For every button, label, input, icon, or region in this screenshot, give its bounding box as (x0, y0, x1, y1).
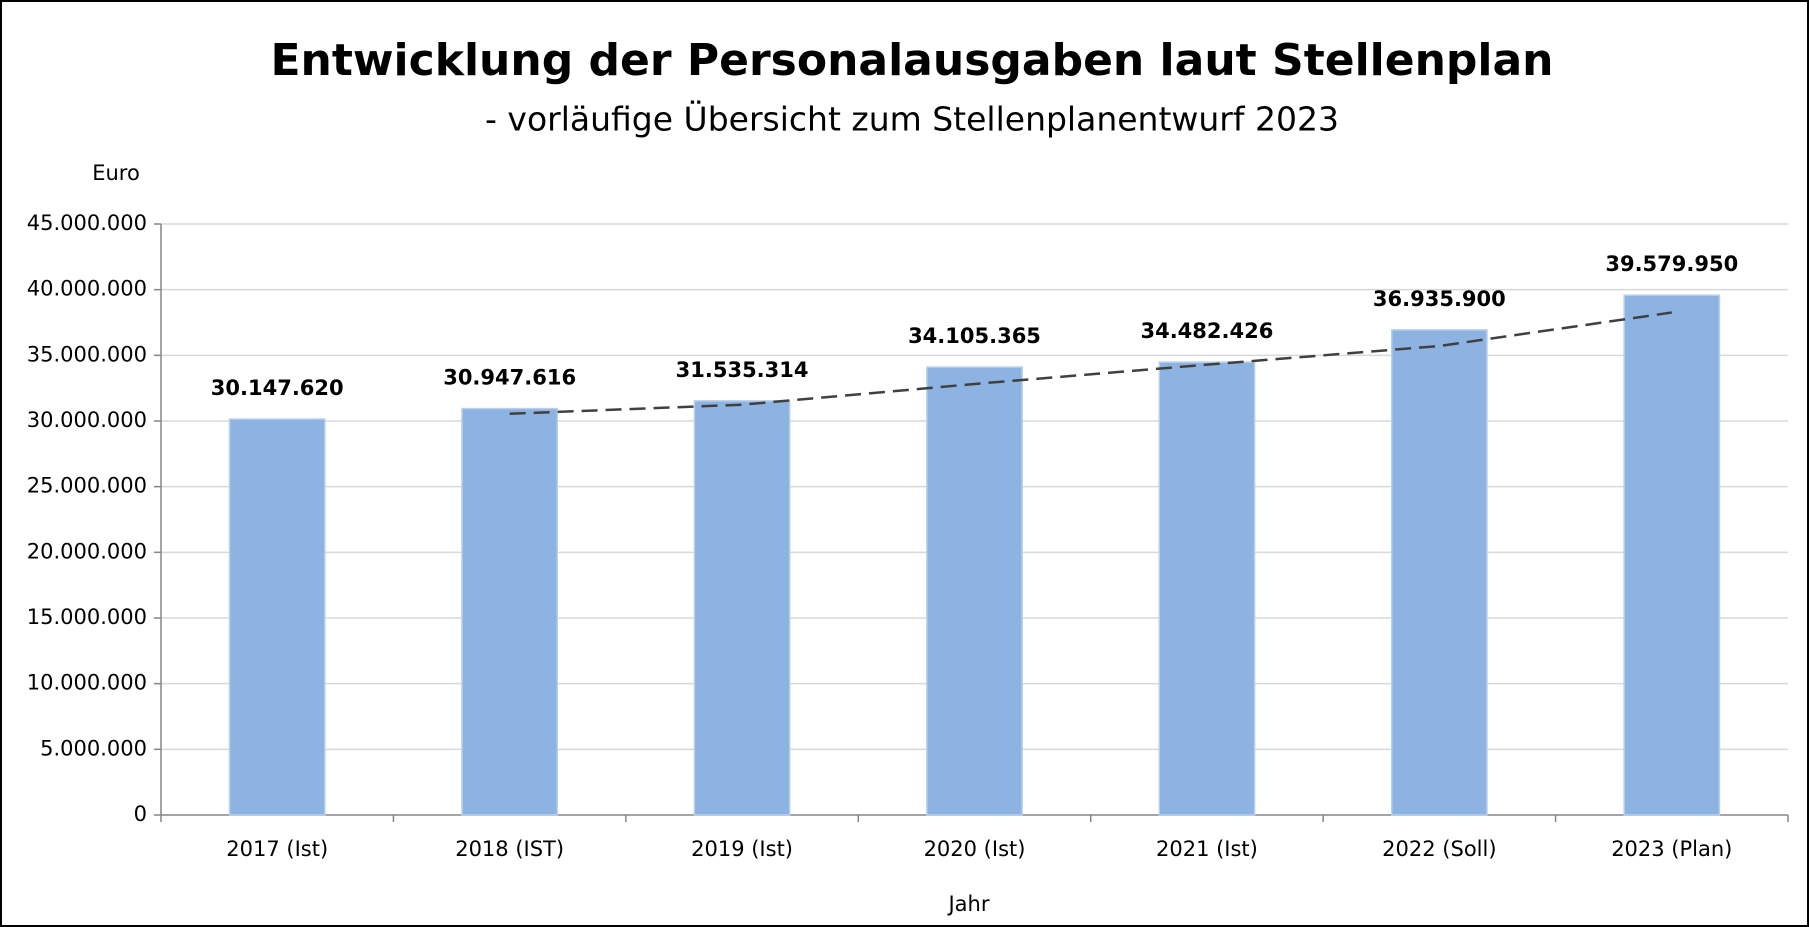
y-tick-label: 30.000.000 (27, 408, 147, 432)
x-tick-label: 2022 (Soll) (1382, 837, 1496, 861)
chart-subtitle: - vorläufige Übersicht zum Stellenplanen… (485, 99, 1339, 139)
bar (1390, 329, 1488, 816)
x-tick-label: 2023 (Plan) (1611, 837, 1732, 861)
y-tick-label: 0 (134, 802, 147, 826)
y-tick-label: 25.000.000 (27, 474, 147, 498)
data-label: 36.935.900 (1373, 287, 1506, 311)
bar (461, 407, 559, 816)
chart-title: Entwicklung der Personalausgaben laut St… (270, 35, 1553, 86)
x-axis-label: Jahr (946, 892, 989, 916)
y-tick-label: 45.000.000 (27, 211, 147, 235)
data-label: 34.482.426 (1140, 319, 1273, 343)
data-label: 39.579.950 (1605, 252, 1738, 276)
x-tick-label: 2018 (IST) (455, 837, 564, 861)
x-tick-label: 2020 (Ist) (924, 837, 1026, 861)
y-tick-label: 10.000.000 (27, 671, 147, 695)
bar (926, 366, 1023, 816)
data-label: 30.947.616 (443, 366, 576, 390)
y-tick-label: 5.000.000 (40, 736, 147, 760)
data-label: 30.147.620 (211, 376, 344, 400)
y-axis-label: Euro (92, 161, 140, 185)
bar (228, 418, 326, 816)
y-tick-label: 40.000.000 (27, 277, 147, 301)
x-tick-label: 2021 (Ist) (1156, 837, 1258, 861)
trendline (509, 311, 1672, 416)
data-label: 34.105.365 (908, 324, 1041, 348)
y-tick-label: 15.000.000 (27, 605, 147, 629)
data-label: 31.535.314 (676, 358, 809, 382)
bar (1158, 361, 1256, 816)
x-tick-label: 2019 (Ist) (691, 837, 793, 861)
bar (693, 400, 791, 816)
y-tick-label: 35.000.000 (27, 342, 147, 366)
x-tick-label: 2017 (Ist) (226, 837, 328, 861)
y-tick-label: 20.000.000 (27, 539, 147, 563)
bar (1623, 294, 1721, 816)
